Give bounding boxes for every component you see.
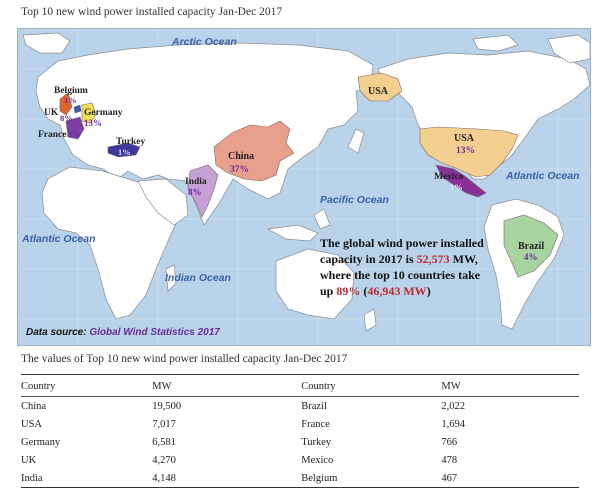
label-china: China <box>228 151 254 162</box>
header-mw-1: MW <box>134 374 302 397</box>
country-shape-usa <box>419 126 519 178</box>
label-germany: Germany <box>84 108 123 118</box>
ocean-label-arctic: Arctic Ocean <box>171 36 237 48</box>
data-source: Data source: Global Wind Statistics 2017 <box>26 327 220 338</box>
summary-line-4: up 89% (46,943 MW) <box>320 284 431 298</box>
header-country-1: Country <box>21 374 135 397</box>
summary-line-1: The global wind power installed <box>320 236 484 250</box>
country-shape-uk <box>59 92 73 116</box>
country-shape-brazil <box>503 214 559 278</box>
country-shape-china <box>213 120 295 182</box>
cell-country: China <box>21 401 47 412</box>
cell-country: Mexico <box>301 455 334 466</box>
world-map: Arctic Ocean Atlantic Ocean Atlantic Oce… <box>17 28 591 346</box>
cell-country: Belgium <box>301 469 424 488</box>
country-shape-belgium <box>73 104 82 114</box>
share-china: 37% <box>230 165 249 175</box>
ocean-label-atlantic-west: Atlantic Ocean <box>21 233 96 245</box>
country-shape-germany <box>81 102 97 124</box>
cell-mw: 1,694 <box>441 419 465 430</box>
country-shape-france <box>65 116 85 140</box>
cell-country: India <box>21 469 135 488</box>
share-france: 3% <box>68 129 81 139</box>
share-usa: 13% <box>456 146 475 156</box>
land-masses <box>22 32 590 332</box>
cell-mw: 2,022 <box>441 401 465 412</box>
table-row: Germany 6,581 Turkey 766 <box>21 433 579 451</box>
share-turkey: 1% <box>118 147 131 157</box>
country-shape-india <box>187 164 219 218</box>
summary-line-2: capacity in 2017 is 52,573 MW, <box>320 252 478 266</box>
ocean-label-indian: Indian Ocean <box>165 272 231 284</box>
figure-title: Top 10 new wind power installed capacity… <box>21 6 283 18</box>
table-row: China 19,500 Brazil 2,022 <box>21 397 579 416</box>
cell-country: Turkey <box>301 437 332 448</box>
table-row: India 4,148 Belgium 467 <box>21 469 579 488</box>
cell-mw: 19,500 <box>152 401 182 412</box>
share-india: 8% <box>188 187 202 197</box>
share-uk: 8% <box>60 113 73 123</box>
cell-mw: 766 <box>441 437 458 448</box>
label-france: France <box>38 130 67 140</box>
country-shape-turkey <box>107 142 141 158</box>
cell-country: UK <box>21 455 37 466</box>
label-india: India <box>185 177 207 187</box>
share-mexico: 1% <box>450 182 463 192</box>
header-country-2: Country <box>301 374 424 397</box>
label-mexico: Mexico <box>434 172 464 182</box>
cell-mw: 4,270 <box>152 455 176 466</box>
ocean-label-pacific: Pacific Ocean <box>320 194 389 206</box>
share-belgium: 1% <box>64 95 77 105</box>
share-brazil: 4% <box>524 252 538 262</box>
table-title: The values of Top 10 new wind power inst… <box>21 353 348 365</box>
cell-country: USA <box>21 419 43 430</box>
cell-mw: 467 <box>423 469 579 488</box>
summary-line-3: where the top 10 countries take <box>320 268 481 282</box>
table-row: UK 4,270 Mexico 478 <box>21 451 579 469</box>
label-turkey: Turkey <box>116 137 145 147</box>
label-uk: UK <box>44 108 59 118</box>
table-row: USA 7,017 France 1,694 <box>21 415 579 433</box>
capacity-table: Country MW Country MW China 19,500 Brazi… <box>21 374 579 488</box>
label-belgium: Belgium <box>54 86 88 96</box>
cell-mw: 7,017 <box>152 419 176 430</box>
cell-country: Brazil <box>301 401 327 412</box>
share-germany: 13% <box>84 118 102 128</box>
cell-country: Germany <box>21 437 61 448</box>
label-brazil: Brazil <box>518 241 544 252</box>
country-shape-alaska <box>357 72 403 102</box>
label-usa: USA <box>454 133 475 144</box>
cell-country: France <box>301 419 330 430</box>
cell-mw: 4,148 <box>134 469 302 488</box>
table-header-row: Country MW Country MW <box>21 374 579 397</box>
ocean-label-atlantic-east: Atlantic Ocean <box>505 170 580 182</box>
summary-annotation: The global wind power installed capacity… <box>320 236 484 298</box>
cell-mw: 478 <box>441 455 458 466</box>
label-alaska: USA <box>368 86 389 97</box>
cell-mw: 6,581 <box>152 437 176 448</box>
header-mw-2: MW <box>423 374 579 397</box>
country-shape-mexico <box>435 164 487 198</box>
